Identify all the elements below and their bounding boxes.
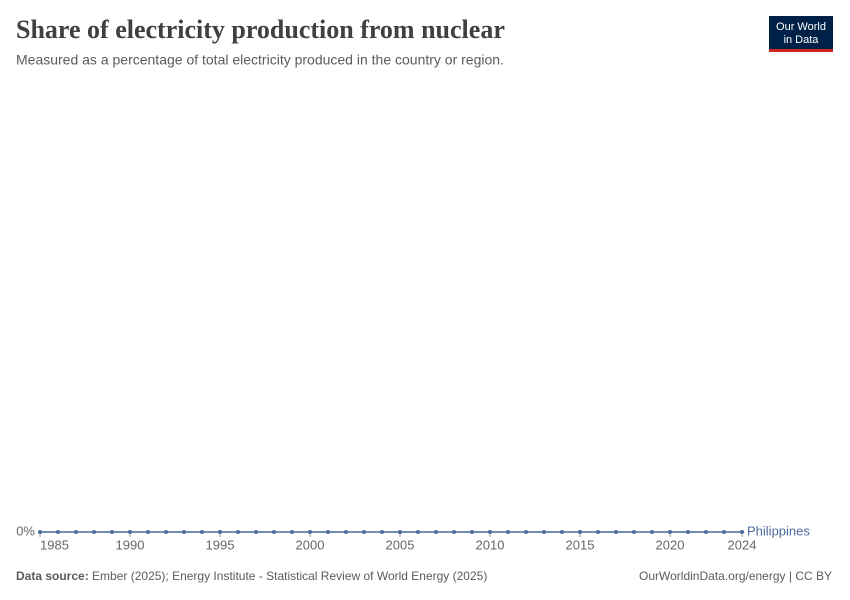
point <box>704 530 708 534</box>
point <box>488 530 492 534</box>
point <box>92 530 96 534</box>
point <box>380 530 384 534</box>
point <box>308 530 312 534</box>
point <box>452 530 456 534</box>
point <box>74 530 78 534</box>
point <box>596 530 600 534</box>
x-tick-label: 1990 <box>116 537 145 552</box>
point <box>218 530 222 534</box>
point <box>344 530 348 534</box>
point <box>56 530 60 534</box>
source: Data source: Ember (2025); Energy Instit… <box>16 569 487 583</box>
point <box>506 530 510 534</box>
point <box>164 530 168 534</box>
x-tick-label: 2015 <box>566 537 595 552</box>
x-tick-label: 1985 <box>40 537 69 552</box>
credit[interactable]: OurWorldinData.org/energy | CC BY <box>639 569 832 583</box>
point <box>632 530 636 534</box>
y-tick-label: 0% <box>16 523 35 538</box>
point <box>236 530 240 534</box>
point <box>722 530 726 534</box>
source-label: Data source: <box>16 569 89 583</box>
x-tick-label: 2000 <box>296 537 325 552</box>
point <box>110 530 114 534</box>
point <box>38 530 42 534</box>
x-tick-label: 1995 <box>206 537 235 552</box>
logo-box <box>769 16 833 49</box>
x-tick-label: 2020 <box>656 537 685 552</box>
point <box>416 530 420 534</box>
point <box>200 530 204 534</box>
chart-title: Share of electricity production from nuc… <box>16 15 505 44</box>
point <box>614 530 618 534</box>
point <box>434 530 438 534</box>
logo-text: in Data <box>784 34 820 46</box>
point <box>578 530 582 534</box>
point <box>362 530 366 534</box>
point <box>272 530 276 534</box>
chart-subtitle: Measured as a percentage of total electr… <box>16 52 504 68</box>
point <box>290 530 294 534</box>
point <box>686 530 690 534</box>
point <box>524 530 528 534</box>
point <box>668 530 672 534</box>
point <box>146 530 150 534</box>
point <box>560 530 564 534</box>
point <box>650 530 654 534</box>
series-label: Philippines <box>747 523 810 538</box>
source-text: Ember (2025); Energy Institute - Statist… <box>92 569 487 583</box>
point <box>254 530 258 534</box>
logo-text: Our World <box>776 21 826 33</box>
point <box>326 530 330 534</box>
point <box>740 530 744 534</box>
x-tick-label: 2010 <box>476 537 505 552</box>
logo[interactable]: Our World in Data <box>769 16 833 52</box>
logo-stripe <box>769 49 833 52</box>
x-tick-label: 2024 <box>728 537 757 552</box>
point <box>542 530 546 534</box>
point <box>182 530 186 534</box>
x-tick-label: 2005 <box>386 537 415 552</box>
point <box>128 530 132 534</box>
point <box>398 530 402 534</box>
point <box>470 530 474 534</box>
